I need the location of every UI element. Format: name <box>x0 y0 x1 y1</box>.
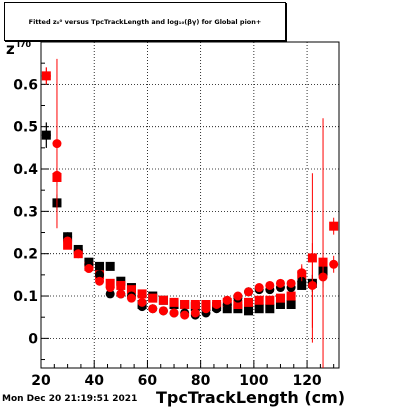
data-point-square <box>286 299 296 309</box>
data-point-circle <box>116 289 126 299</box>
data-point-circle <box>105 283 115 293</box>
y-tick-label: 0 <box>28 331 38 347</box>
data-point-circle <box>265 280 275 290</box>
data-point-circle <box>126 293 136 303</box>
data-point-circle <box>84 264 94 274</box>
plot-title: Fitted z₀⁰ versus TpcTrackLength and log… <box>28 17 262 26</box>
y-axis-title-subscript: I70 <box>17 40 32 49</box>
data-point-circle <box>137 297 147 307</box>
data-point-circle <box>201 304 211 314</box>
data-point-circle <box>52 170 62 180</box>
series-layer <box>41 58 339 368</box>
data-point-square <box>329 221 339 231</box>
data-point-circle <box>95 276 105 286</box>
data-point-circle <box>41 130 51 140</box>
data-point-square <box>116 280 126 290</box>
data-point-square <box>265 295 275 305</box>
x-tick-label: 60 <box>138 373 158 389</box>
data-point-circle <box>297 268 307 278</box>
y-tick-label: 0.5 <box>13 120 38 136</box>
data-point-square <box>254 304 264 314</box>
data-point-circle <box>318 272 328 282</box>
data-point-circle <box>41 71 51 81</box>
data-point-circle <box>286 278 296 288</box>
x-tick-label: 120 <box>292 373 321 389</box>
data-point-circle <box>180 310 190 320</box>
data-point-square <box>265 304 275 314</box>
data-point-circle <box>329 259 339 269</box>
data-point-square <box>158 295 168 305</box>
timestamp-footer: Mon Dec 20 21:19:51 2021 <box>2 394 138 404</box>
axes: 20 40 60 80 100 120 0 0.1 0.2 0.3 0.4 0.5 0.6 <box>13 41 340 389</box>
y-tick-label: 0.2 <box>13 247 38 263</box>
plot-title-box: Fitted z₀⁰ versus TpcTrackLength and log… <box>4 2 286 41</box>
data-point-circle <box>233 291 243 301</box>
data-point-circle <box>52 139 62 149</box>
data-point-square <box>286 291 296 301</box>
data-point-square <box>95 261 105 271</box>
data-point-circle <box>222 295 232 305</box>
x-axis-title: TpcTrackLength (cm) <box>156 388 346 407</box>
data-point-square <box>180 299 190 309</box>
x-tick-label: 20 <box>31 373 51 389</box>
data-point-square <box>190 299 200 309</box>
x-tick-label: 40 <box>84 373 104 389</box>
data-point-square <box>275 293 285 303</box>
data-point-square <box>137 289 147 299</box>
data-point-square <box>126 285 136 295</box>
data-point-circle <box>63 236 73 246</box>
data-point-circle <box>158 306 168 316</box>
data-point-circle <box>307 280 317 290</box>
y-axis-title: z <box>6 40 15 58</box>
data-point-square <box>244 297 254 307</box>
x-tick-label: 80 <box>191 373 211 389</box>
data-point-circle <box>190 308 200 318</box>
data-point-square <box>105 261 115 271</box>
y-tick-label: 0.4 <box>13 162 38 178</box>
data-point-circle <box>169 308 179 318</box>
data-point-circle <box>244 287 254 297</box>
y-tick-label: 0.1 <box>13 289 38 305</box>
y-tick-label: 0.3 <box>13 204 38 220</box>
data-point-circle <box>212 299 222 309</box>
x-tick-label: 100 <box>239 373 268 389</box>
data-point-square <box>254 295 264 305</box>
data-point-circle <box>73 249 83 259</box>
y-tick-label: 0.6 <box>13 77 38 93</box>
data-point-square <box>244 306 254 316</box>
data-point-circle <box>95 270 105 280</box>
series-3 <box>41 58 339 328</box>
data-point-circle <box>105 289 115 299</box>
data-point-square <box>275 299 285 309</box>
data-point-circle <box>148 304 158 314</box>
plot-frame <box>40 41 340 369</box>
data-point-circle <box>254 283 264 293</box>
data-point-square <box>233 299 243 309</box>
data-point-circle <box>275 278 285 288</box>
data-point-square <box>148 293 158 303</box>
data-point-square <box>169 297 179 307</box>
